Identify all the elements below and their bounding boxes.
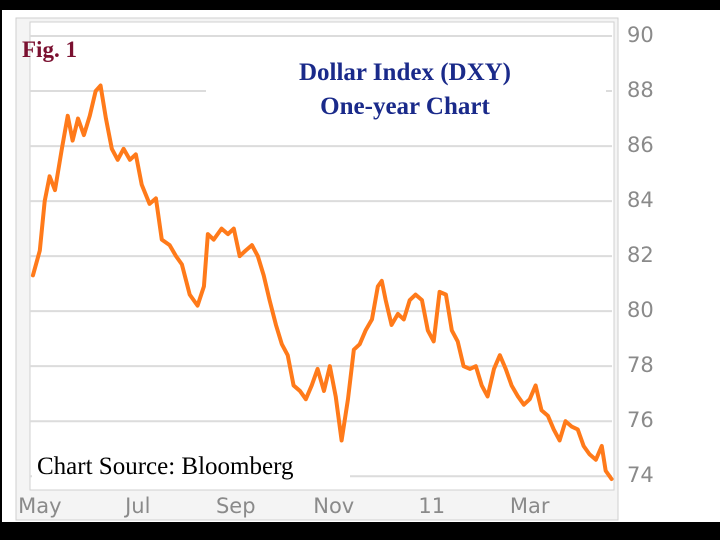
y-tick-label: 82	[627, 243, 654, 267]
series	[30, 83, 614, 481]
y-tick-label: 78	[627, 353, 654, 377]
y-tick-label: 84	[627, 188, 654, 212]
y-tick-label: 86	[627, 133, 654, 157]
x-tick-label: Sep	[216, 494, 256, 518]
x-tick-label: 11	[418, 494, 445, 518]
x-tick-label: Nov	[313, 494, 354, 518]
figure-label: Fig. 1	[22, 37, 77, 62]
y-tick-label: 90	[627, 23, 654, 47]
chart-title: Dollar Index (DXY)	[299, 59, 511, 86]
x-tick-label: May	[18, 494, 61, 518]
grid	[30, 35, 612, 478]
y-tick-label: 88	[627, 78, 654, 102]
x-tick-label: Mar	[510, 494, 550, 518]
data-line	[30, 83, 614, 481]
source-box	[32, 448, 350, 482]
x-tick-label: Jul	[123, 494, 150, 518]
y-tick-label: 80	[627, 298, 654, 322]
source-note: Chart Source: Bloomberg	[37, 453, 294, 480]
y-tick-label: 74	[627, 463, 654, 487]
chart-subtitle: One-year Chart	[320, 93, 490, 120]
y-tick-label: 76	[627, 408, 654, 432]
title-box	[206, 48, 606, 126]
